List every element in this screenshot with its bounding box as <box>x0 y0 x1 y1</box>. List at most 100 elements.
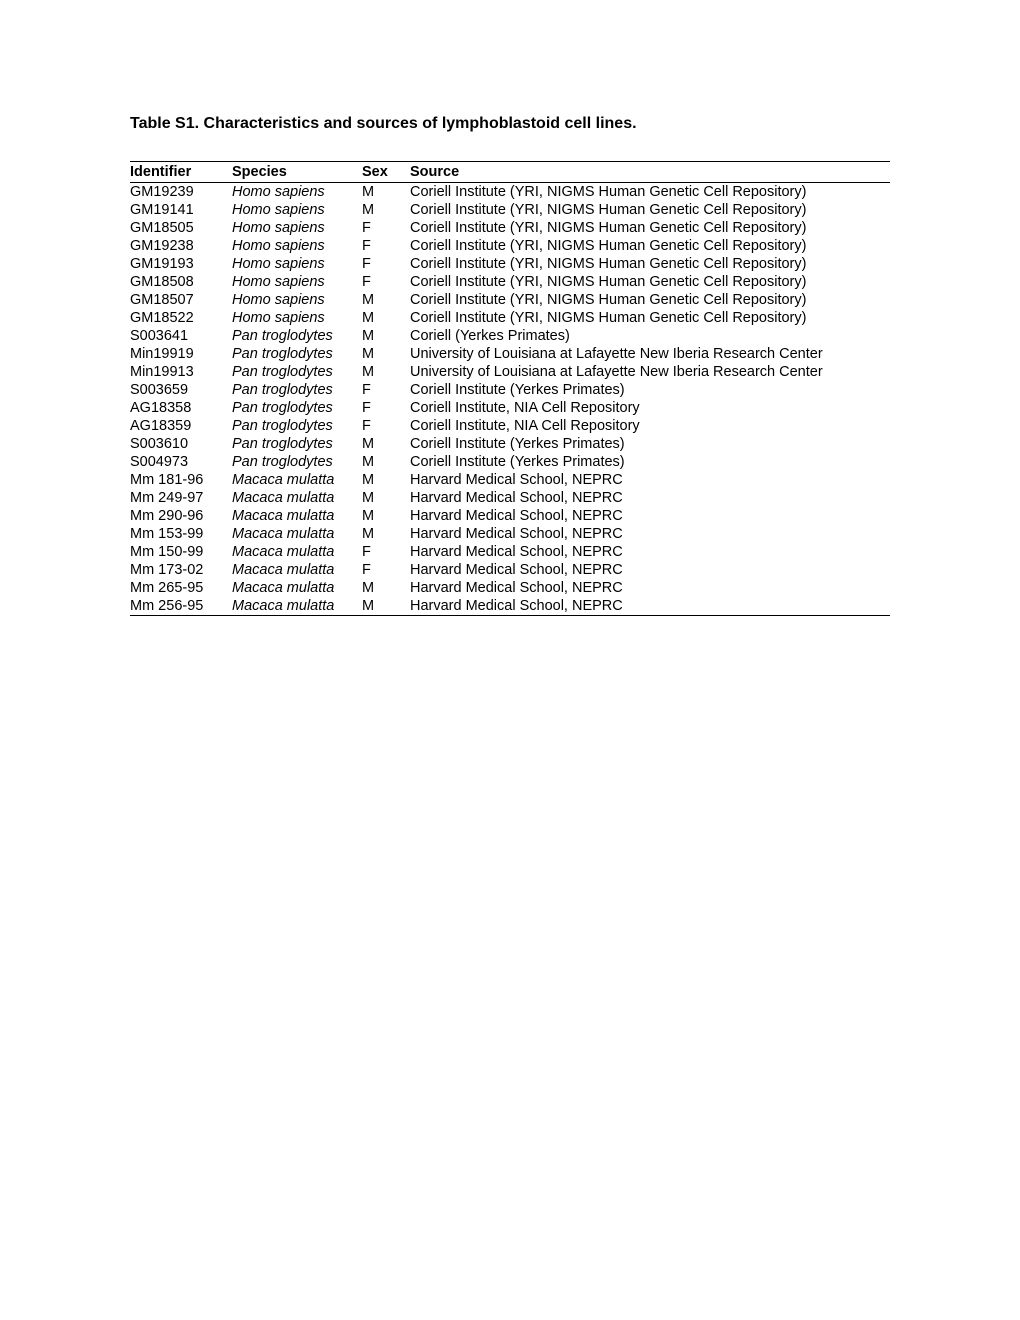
cell-species: Pan troglodytes <box>232 363 362 381</box>
cell-sex: M <box>362 363 410 381</box>
cell-source: Coriell Institute (YRI, NIGMS Human Gene… <box>410 291 890 309</box>
cell-identifier: Mm 173-02 <box>130 561 232 579</box>
table-row: Mm 173-02Macaca mulattaFHarvard Medical … <box>130 561 890 579</box>
cell-sex: F <box>362 237 410 255</box>
cell-sex: M <box>362 453 410 471</box>
cell-sex: F <box>362 543 410 561</box>
table-row: Mm 150-99Macaca mulattaFHarvard Medical … <box>130 543 890 561</box>
table-row: S003641Pan troglodytesMCoriell (Yerkes P… <box>130 327 890 345</box>
cell-identifier: GM19238 <box>130 237 232 255</box>
cell-source: Coriell Institute, NIA Cell Repository <box>410 399 890 417</box>
cell-identifier: S003659 <box>130 381 232 399</box>
cell-source: Coriell Institute (YRI, NIGMS Human Gene… <box>410 273 890 291</box>
table-row: Mm 153-99Macaca mulattaMHarvard Medical … <box>130 525 890 543</box>
cell-species: Homo sapiens <box>232 273 362 291</box>
cell-source: Harvard Medical School, NEPRC <box>410 597 890 616</box>
cell-identifier: Mm 290-96 <box>130 507 232 525</box>
table-row: GM19239Homo sapiensMCoriell Institute (Y… <box>130 183 890 202</box>
cell-identifier: GM19239 <box>130 183 232 202</box>
table-row: GM19193Homo sapiensFCoriell Institute (Y… <box>130 255 890 273</box>
table-title: Table S1. Characteristics and sources of… <box>130 115 890 133</box>
table-row: GM19141Homo sapiensMCoriell Institute (Y… <box>130 201 890 219</box>
cell-sex: F <box>362 381 410 399</box>
cell-identifier: S003610 <box>130 435 232 453</box>
cell-sex: M <box>362 471 410 489</box>
table-row: GM18507Homo sapiensMCoriell Institute (Y… <box>130 291 890 309</box>
cell-source: University of Louisiana at Lafayette New… <box>410 363 890 381</box>
header-identifier: Identifier <box>130 162 232 183</box>
cell-source: Coriell Institute (YRI, NIGMS Human Gene… <box>410 183 890 202</box>
table-row: Mm 256-95Macaca mulattaMHarvard Medical … <box>130 597 890 616</box>
cell-identifier: Mm 249-97 <box>130 489 232 507</box>
cell-sex: M <box>362 327 410 345</box>
cell-identifier: GM18522 <box>130 309 232 327</box>
cell-source: Coriell Institute (Yerkes Primates) <box>410 453 890 471</box>
cell-source: University of Louisiana at Lafayette New… <box>410 345 890 363</box>
cell-sex: M <box>362 309 410 327</box>
cell-source: Coriell Institute (YRI, NIGMS Human Gene… <box>410 309 890 327</box>
table-row: Mm 290-96Macaca mulattaMHarvard Medical … <box>130 507 890 525</box>
table-row: GM18505Homo sapiensFCoriell Institute (Y… <box>130 219 890 237</box>
cell-source: Coriell Institute (YRI, NIGMS Human Gene… <box>410 237 890 255</box>
cell-source: Coriell Institute (YRI, NIGMS Human Gene… <box>410 201 890 219</box>
cell-identifier: AG18358 <box>130 399 232 417</box>
cell-species: Homo sapiens <box>232 201 362 219</box>
cell-identifier: Mm 256-95 <box>130 597 232 616</box>
cell-identifier: GM18505 <box>130 219 232 237</box>
table-row: Mm 181-96Macaca mulattaMHarvard Medical … <box>130 471 890 489</box>
table-row: AG18359Pan troglodytesFCoriell Institute… <box>130 417 890 435</box>
cell-species: Pan troglodytes <box>232 435 362 453</box>
cell-identifier: Min19919 <box>130 345 232 363</box>
table-body: GM19239Homo sapiensMCoriell Institute (Y… <box>130 183 890 616</box>
cell-sex: M <box>362 489 410 507</box>
table-row: GM18522Homo sapiensMCoriell Institute (Y… <box>130 309 890 327</box>
cell-sex: M <box>362 183 410 202</box>
cell-species: Macaca mulatta <box>232 597 362 616</box>
cell-species: Macaca mulatta <box>232 543 362 561</box>
cell-identifier: GM19141 <box>130 201 232 219</box>
cell-source: Harvard Medical School, NEPRC <box>410 489 890 507</box>
header-sex: Sex <box>362 162 410 183</box>
cell-sex: F <box>362 255 410 273</box>
cell-source: Harvard Medical School, NEPRC <box>410 561 890 579</box>
cell-identifier: GM19193 <box>130 255 232 273</box>
cell-source: Harvard Medical School, NEPRC <box>410 471 890 489</box>
cell-source: Coriell Institute (YRI, NIGMS Human Gene… <box>410 219 890 237</box>
cell-sex: F <box>362 273 410 291</box>
cell-source: Coriell Institute (Yerkes Primates) <box>410 435 890 453</box>
cell-species: Pan troglodytes <box>232 417 362 435</box>
cell-species: Macaca mulatta <box>232 471 362 489</box>
cell-source: Coriell (Yerkes Primates) <box>410 327 890 345</box>
cell-source: Harvard Medical School, NEPRC <box>410 543 890 561</box>
cell-sex: M <box>362 597 410 616</box>
cell-sex: F <box>362 561 410 579</box>
cell-species: Homo sapiens <box>232 255 362 273</box>
cell-identifier: Min19913 <box>130 363 232 381</box>
table-row: S004973Pan troglodytesMCoriell Institute… <box>130 453 890 471</box>
cell-sex: M <box>362 291 410 309</box>
cell-species: Pan troglodytes <box>232 345 362 363</box>
cell-species: Homo sapiens <box>232 219 362 237</box>
cell-sex: M <box>362 435 410 453</box>
cell-species: Pan troglodytes <box>232 453 362 471</box>
cell-sex: M <box>362 507 410 525</box>
cell-identifier: GM18508 <box>130 273 232 291</box>
cell-species: Macaca mulatta <box>232 579 362 597</box>
cell-species: Macaca mulatta <box>232 507 362 525</box>
header-species: Species <box>232 162 362 183</box>
cell-species: Pan troglodytes <box>232 327 362 345</box>
table-header-row: Identifier Species Sex Source <box>130 162 890 183</box>
cell-species: Homo sapiens <box>232 183 362 202</box>
table-row: S003659Pan troglodytesFCoriell Institute… <box>130 381 890 399</box>
table-row: Min19919Pan troglodytesMUniversity of Lo… <box>130 345 890 363</box>
cell-identifier: GM18507 <box>130 291 232 309</box>
cell-source: Harvard Medical School, NEPRC <box>410 579 890 597</box>
cell-sex: M <box>362 345 410 363</box>
cell-species: Homo sapiens <box>232 237 362 255</box>
table-row: Mm 265-95Macaca mulattaMHarvard Medical … <box>130 579 890 597</box>
cell-species: Homo sapiens <box>232 309 362 327</box>
header-source: Source <box>410 162 890 183</box>
table-row: GM18508Homo sapiensFCoriell Institute (Y… <box>130 273 890 291</box>
cell-species: Macaca mulatta <box>232 561 362 579</box>
cell-source: Coriell Institute, NIA Cell Repository <box>410 417 890 435</box>
